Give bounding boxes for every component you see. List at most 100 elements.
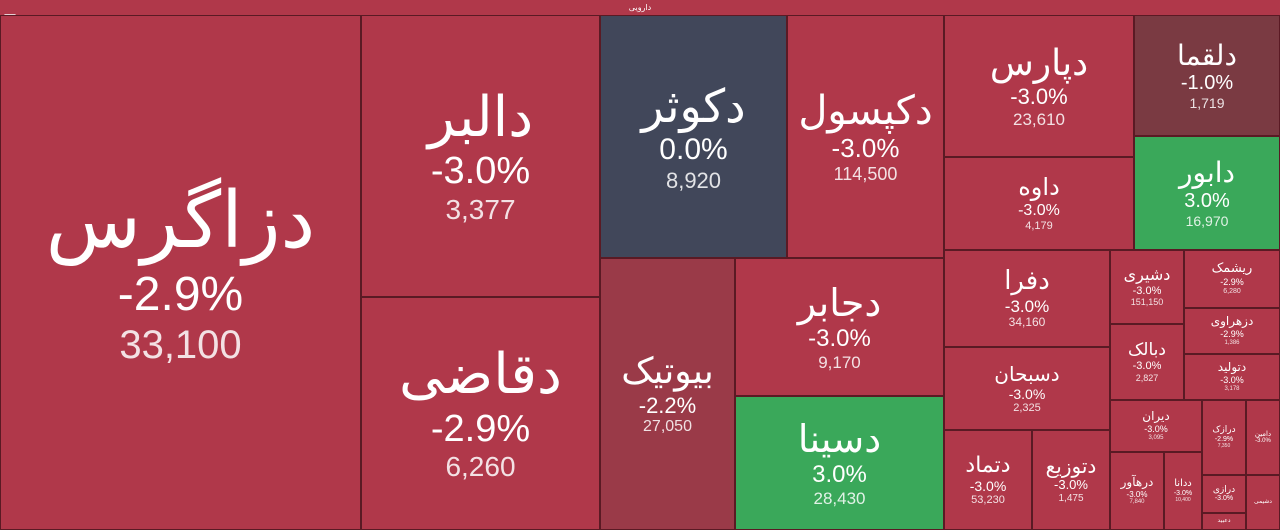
tile-symbol: دسبحان [994, 361, 1060, 386]
tile-symbol: دیران [1142, 409, 1170, 424]
tile-symbol: دبالک [1128, 339, 1166, 360]
tile-18[interactable]: دسبحان -3.0% 2,325 [944, 347, 1110, 430]
tile-24[interactable]: درهآور -3.0% 7,840 [1110, 452, 1164, 530]
tile-symbol: داوه [1018, 173, 1060, 202]
tile-symbol: دقاضی [399, 342, 562, 408]
tile-symbol: دجابر [797, 280, 882, 325]
tile-symbol: دتولید [1217, 360, 1247, 375]
tile-16[interactable]: دبالک -3.0% 2,827 [1110, 324, 1184, 400]
tile-change: -2.9% [1214, 435, 1234, 443]
tile-17[interactable]: دتولید -3.0% 3,178 [1184, 354, 1280, 400]
tile-change: -3.0% [1126, 489, 1148, 499]
tile-price: 9,170 [818, 352, 861, 372]
tile-symbol: دلقما [1177, 38, 1237, 72]
tile-23[interactable]: دتوزیع -3.0% 1,475 [1032, 430, 1110, 530]
tile-19[interactable]: دیران -3.0% 3,095 [1110, 400, 1202, 452]
tile-26[interactable]: درازی -3.0% [1202, 475, 1246, 513]
tile-22[interactable]: دتماد -3.0% 53,230 [944, 430, 1032, 530]
tile-2[interactable]: دقاضی -2.9% 6,260 [361, 297, 600, 530]
tile-4[interactable]: دکپسول -3.0% 114,500 [787, 15, 944, 258]
tile-change: -3.0% [1144, 424, 1168, 435]
tile-price: 2,827 [1135, 372, 1159, 383]
tile-change: -3.0% [1255, 438, 1271, 445]
tile-11[interactable]: دسینا 3.0% 28,430 [735, 396, 944, 530]
tile-3[interactable]: دکوثر 0.0% 8,920 [600, 15, 787, 258]
tile-price: 28,430 [813, 488, 866, 508]
tile-25[interactable]: ددانا -3.0% 10,400 [1164, 452, 1202, 530]
tile-price: 27,050 [643, 418, 692, 436]
tile-21[interactable]: دامین -3.0% [1246, 400, 1280, 475]
tile-10[interactable]: دجابر -3.0% 9,170 [735, 258, 944, 396]
sector-header: دارویی [0, 0, 1280, 16]
tile-price: 8,920 [665, 167, 722, 193]
tile-symbol: دکوثر [641, 79, 746, 134]
tile-price: 114,500 [833, 164, 898, 185]
tile-price: 3,377 [445, 193, 516, 225]
tile-change: -2.9% [117, 267, 244, 321]
tile-price: 34,160 [1008, 315, 1046, 330]
tile-change: -2.9% [430, 407, 531, 450]
tile-5[interactable]: دپارس -3.0% 23,610 [944, 15, 1134, 157]
tile-change: -3.0% [1054, 477, 1088, 493]
tile-price: 151,150 [1130, 297, 1164, 308]
tile-price: 4,179 [1025, 220, 1053, 233]
tile-change: 0.0% [659, 133, 728, 167]
tile-change: -2.2% [638, 392, 697, 418]
tile-change: -3.0% [1132, 284, 1162, 297]
tile-14[interactable]: ریشمک -2.9% 6,280 [1184, 250, 1280, 308]
tile-27[interactable]: دشیمی [1246, 475, 1280, 530]
tile-symbol: درازک [1212, 425, 1236, 436]
tile-symbol: ریشمک [1211, 261, 1253, 277]
tile-28[interactable]: دعبید [1202, 513, 1246, 530]
tile-symbol: دابور [1178, 156, 1236, 190]
tile-20[interactable]: درازک -2.9% 7,350 [1202, 400, 1246, 475]
tile-0[interactable]: دزاگرس -2.9% 33,100 [0, 15, 361, 530]
tile-symbol: دتماد [965, 452, 1011, 478]
tile-symbol: دامین [1254, 430, 1272, 439]
tile-symbol: دالبر [427, 84, 534, 150]
tile-price: 16,970 [1185, 212, 1229, 229]
tile-price: 6,260 [445, 451, 516, 483]
tile-symbol: دسینا [797, 416, 882, 461]
tile-15[interactable]: دزهراوی -2.9% 1,386 [1184, 308, 1280, 354]
tile-price: 2,325 [1013, 401, 1041, 414]
tile-change: -3.0% [1132, 360, 1162, 373]
tile-13[interactable]: دشیری -3.0% 151,150 [1110, 250, 1184, 324]
tile-7[interactable]: داوه -3.0% 4,179 [944, 157, 1134, 250]
tile-change: -3.0% [831, 133, 900, 164]
tile-6[interactable]: دلقما -1.0% 1,719 [1134, 15, 1280, 136]
tile-price: 6,280 [1223, 287, 1241, 295]
tile-symbol: دشیمی [1254, 498, 1272, 506]
tile-1[interactable]: دالبر -3.0% 3,377 [361, 15, 600, 297]
tile-change: -3.0% [1018, 201, 1060, 219]
tile-9[interactable]: بیوتیک -2.2% 27,050 [600, 258, 735, 530]
tile-change: -3.0% [430, 150, 531, 193]
tile-price: 1,386 [1224, 339, 1240, 346]
tile-symbol: دشیری [1123, 265, 1171, 285]
tile-8[interactable]: دابور 3.0% 16,970 [1134, 136, 1280, 250]
tile-symbol: دتوزیع [1045, 454, 1097, 479]
tile-price: 33,100 [119, 322, 242, 367]
tile-change: -3.0% [1173, 489, 1193, 497]
tile-change: 3.0% [812, 461, 867, 489]
tile-12[interactable]: دفرا -3.0% 34,160 [944, 250, 1110, 347]
tile-change: -3.0% [1220, 375, 1244, 386]
tile-price: 7,840 [1129, 499, 1145, 506]
tile-price: 7,350 [1217, 442, 1231, 449]
tile-change: -3.0% [1004, 296, 1050, 316]
tile-symbol: درهآور [1120, 475, 1154, 490]
tile-price: 10,400 [1175, 496, 1191, 503]
tile-symbol: درازی [1212, 484, 1236, 495]
tile-price: 1,475 [1058, 493, 1084, 505]
tile-change: -3.0% [1010, 84, 1068, 110]
tile-symbol: دپارس [989, 42, 1089, 84]
tile-change: -2.9% [1220, 277, 1244, 288]
tile-symbol: ددانا [1174, 478, 1192, 490]
tile-symbol: دعبید [1217, 517, 1231, 525]
tile-change: -1.0% [1180, 72, 1234, 95]
tile-symbol: دزهراوی [1210, 314, 1254, 329]
tile-price: 3,095 [1148, 434, 1164, 441]
tile-price: 1,719 [1189, 95, 1225, 112]
tile-symbol: دفرا [1004, 265, 1050, 296]
tile-price: 53,230 [971, 494, 1005, 507]
